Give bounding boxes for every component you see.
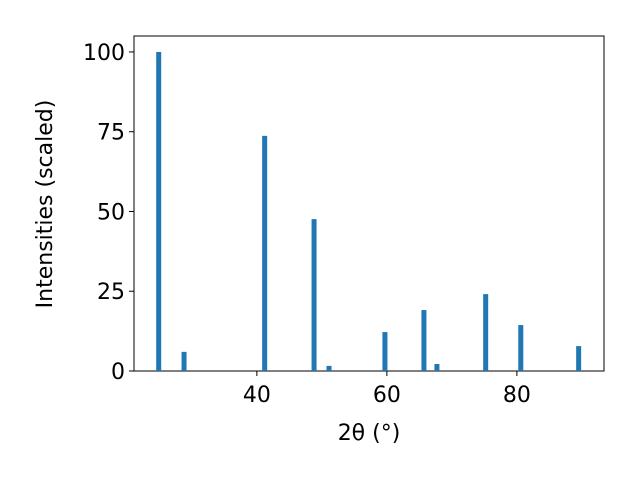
bar xyxy=(156,51,162,371)
x-tick-label: 60 xyxy=(373,383,401,408)
plot-frame xyxy=(133,35,605,372)
y-tick-label: 0 xyxy=(111,360,125,385)
x-tick-label: 80 xyxy=(503,383,531,408)
bar xyxy=(181,351,187,371)
y-tick-label: 50 xyxy=(97,200,125,225)
bar xyxy=(483,294,489,371)
bar xyxy=(518,325,524,371)
bar xyxy=(311,219,317,371)
bar xyxy=(262,135,268,371)
bar xyxy=(326,365,332,371)
y-axis-label: Intensities (scaled) xyxy=(33,100,58,309)
bar xyxy=(434,363,440,371)
bar xyxy=(576,346,582,371)
bar xyxy=(382,332,388,371)
x-tick-label: 40 xyxy=(243,383,271,408)
bar xyxy=(421,310,427,371)
x-axis-label: 2θ (°) xyxy=(338,421,401,446)
y-tick-label: 75 xyxy=(97,121,125,146)
y-tick-label: 100 xyxy=(83,41,125,66)
y-tick-label: 25 xyxy=(97,280,125,305)
